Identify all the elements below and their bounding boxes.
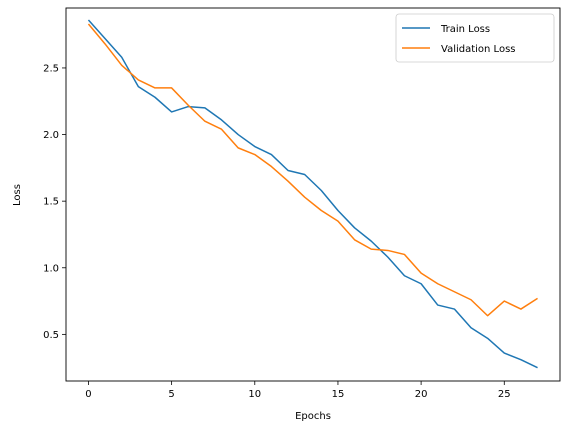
legend-label-validation-loss: Validation Loss: [441, 44, 516, 55]
y-tick-label: 1.5: [43, 197, 59, 208]
series-line-train-loss: [87, 19, 538, 369]
x-tick-label: 15: [332, 389, 345, 400]
series-line-validation-loss: [87, 23, 538, 317]
y-tick-label: 2.5: [43, 63, 59, 74]
plot-frame: [65, 7, 561, 382]
series-lines: [87, 19, 538, 369]
legend: Train Loss Validation Loss: [395, 13, 555, 63]
legend-label-train-loss: Train Loss: [440, 24, 490, 35]
y-axis-ticks: 0.5 1.0 1.5 2.0 2.5: [43, 63, 66, 341]
x-tick-label: 25: [498, 389, 511, 400]
x-tick-label: 5: [168, 389, 174, 400]
x-tick-label: 20: [415, 389, 428, 400]
x-axis-label: Epochs: [295, 411, 331, 422]
x-tick-label: 0: [85, 389, 91, 400]
y-tick-label: 0.5: [43, 330, 59, 341]
y-axis-label: Loss: [12, 184, 23, 206]
y-tick-label: 1.0: [43, 263, 59, 274]
legend-box: [395, 13, 555, 63]
y-tick-label: 2.0: [43, 130, 59, 141]
x-axis-ticks: 0 5 10 15 20 25: [85, 381, 511, 400]
x-tick-label: 10: [248, 389, 261, 400]
